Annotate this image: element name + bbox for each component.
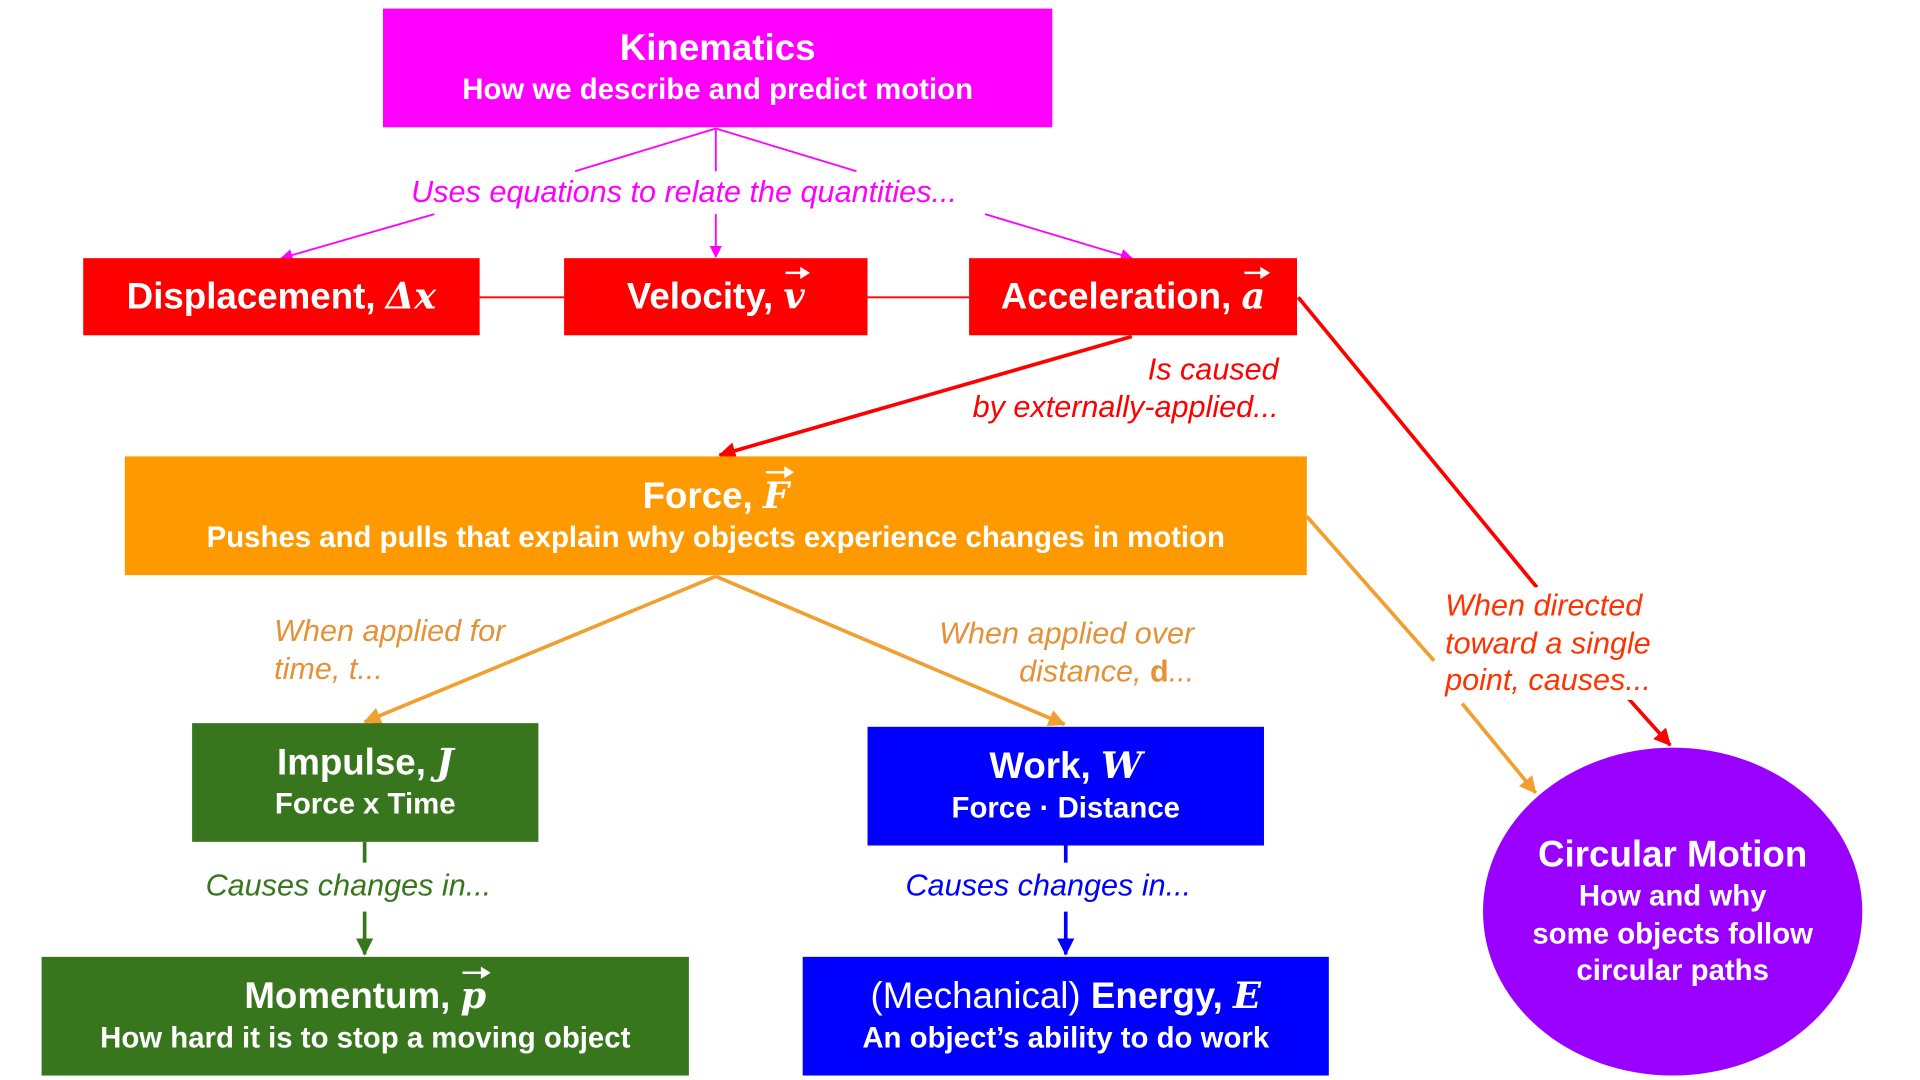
circular-motion-line3: circular paths [1576, 954, 1769, 988]
work-subtitle: Force · Distance [951, 791, 1180, 825]
arrow-force-circular [1305, 515, 1436, 662]
momentum-subtitle: How hard it is to stop a moving object [100, 1021, 631, 1055]
label-applied-time-line1: When applied for [274, 614, 506, 649]
acceleration-heading: Acceleration, a [1000, 266, 1271, 319]
force-symbol: F [762, 466, 795, 518]
displacement-title: Displacement, [126, 275, 386, 317]
label-work-causes: Causes changes in... [901, 867, 1195, 905]
label-applied-distance-line2: distance, d... [886, 653, 1194, 690]
energy-box: (Mechanical) Energy, E An object’s abili… [802, 956, 1329, 1076]
label-uses-equations: Uses equations to relate the quantities.… [411, 174, 957, 210]
label-applied-distance-line1: When applied over [939, 616, 1195, 651]
arrow-force-impulse [363, 574, 717, 724]
impulse-symbol: J [436, 741, 454, 785]
velocity-symbol: v [783, 266, 811, 318]
acceleration-title: Acceleration, [1000, 275, 1242, 317]
momentum-box: Momentum, p How hard it is to stop a mov… [41, 956, 689, 1076]
arrow-kinematics-displacement [574, 127, 717, 173]
displacement-symbol: Δx [385, 274, 437, 318]
energy-subtitle: An object’s ability to do work [862, 1021, 1270, 1055]
circular-motion-line1: How and why [1578, 879, 1767, 913]
acceleration-symbol: a [1241, 266, 1271, 318]
label-when-directed-line3: point, causes... [1445, 663, 1651, 698]
label-when-directed-line2: toward a single [1445, 625, 1651, 661]
impulse-box: Impulse, J Force x Time [192, 723, 539, 842]
circular-motion-ellipse: Circular Motion How and why some objects… [1483, 747, 1863, 1076]
label-is-caused-line2: by externally-applied... [972, 389, 1279, 424]
force-box: Force, F Pushes and pulls that explain w… [124, 456, 1307, 576]
energy-title: Energy, [1090, 976, 1233, 1017]
work-box: Work, W Force · Distance [867, 726, 1264, 846]
arrow-acceleration-circular-tail [1626, 696, 1672, 747]
momentum-title: Momentum, [244, 976, 461, 1017]
force-title: Force, [642, 476, 763, 517]
velocity-title: Velocity, [626, 275, 784, 317]
arrow-acceleration-circular [1296, 296, 1539, 589]
arrow-kinematics-acceleration-tail [984, 213, 1134, 261]
velocity-box: Velocity, v [564, 258, 868, 336]
kinematics-box: Kinematics How we describe and predict m… [382, 8, 1053, 128]
label-distance-suffix: ... [1168, 654, 1195, 689]
label-when-directed: When directed toward a single point, cau… [1441, 587, 1655, 700]
arrow-acceleration-force [718, 334, 1133, 460]
kinematics-title: Kinematics [619, 28, 816, 69]
work-symbol: W [1100, 745, 1143, 789]
impulse-title: Impulse, [276, 742, 437, 784]
force-subtitle: Pushes and pulls that explain why object… [206, 521, 1225, 555]
label-distance-prefix: distance, [1019, 654, 1151, 689]
momentum-heading: Momentum, p [244, 966, 492, 1019]
acceleration-box: Acceleration, a [969, 258, 1298, 336]
force-heading: Force, F [642, 466, 795, 519]
arrow-kinematics-acceleration [715, 127, 857, 173]
impulse-subtitle: Force x Time [274, 788, 456, 822]
work-title: Work, [989, 746, 1101, 787]
kinematics-subtitle: How we describe and predict motion [462, 73, 974, 107]
label-applied-distance: When applied over distance, d... [886, 615, 1194, 690]
label-impulse-causes: Causes changes in... [201, 867, 495, 905]
displacement-heading: Displacement, Δx [127, 275, 436, 319]
arrow-force-circular-tail [1460, 702, 1538, 795]
label-is-caused-line1: Is caused [1147, 352, 1279, 387]
circular-motion-line2: some objects follow [1532, 917, 1813, 951]
label-applied-time: When applied for time, t... [274, 613, 505, 688]
impulse-heading: Impulse, J [277, 742, 454, 786]
energy-heading: (Mechanical) Energy, E [871, 975, 1261, 1019]
label-distance-symbol: d [1150, 654, 1169, 689]
displacement-box: Displacement, Δx [83, 258, 480, 336]
velocity-heading: Velocity, v [626, 266, 811, 319]
energy-symbol: E [1232, 975, 1261, 1019]
label-is-caused: Is caused by externally-applied... [930, 351, 1279, 426]
arrow-force-work [715, 574, 1066, 727]
arrow-kinematics-displacement-tail [280, 213, 435, 262]
label-applied-time-line2: time, t... [274, 651, 383, 686]
label-when-directed-line1: When directed [1445, 588, 1643, 623]
work-heading: Work, W [989, 745, 1142, 789]
circular-motion-title: Circular Motion [1538, 834, 1808, 875]
energy-prefix: (Mechanical) [870, 976, 1091, 1017]
momentum-symbol: p [460, 966, 492, 1019]
